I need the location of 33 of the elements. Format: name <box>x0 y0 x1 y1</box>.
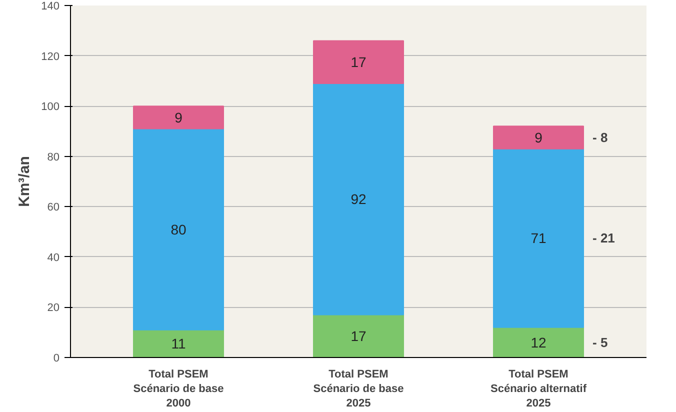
bar <box>313 82 404 316</box>
y-tick-label: 120 <box>41 50 60 63</box>
annotation: - 21 <box>592 230 615 246</box>
bar <box>493 326 584 358</box>
y-tick-label: 80 <box>47 151 60 164</box>
bar <box>313 314 404 358</box>
y-tick-label: 0 <box>53 352 60 364</box>
bar <box>313 40 404 84</box>
y-tick-label: 40 <box>47 252 60 264</box>
data-label: 71 <box>530 230 546 246</box>
y-tick-label: 100 <box>41 101 60 114</box>
y-tick-label: 60 <box>47 202 60 214</box>
bar <box>133 128 224 330</box>
annotation: - 8 <box>592 130 608 145</box>
data-label: 92 <box>350 191 366 208</box>
data-label: 80 <box>170 221 186 238</box>
x-tick-label: Total PSEM Scénario alternatif 2025 <box>490 368 587 410</box>
data-label: 9 <box>174 109 183 126</box>
bar <box>133 106 224 130</box>
y-axis-title: Km³/an <box>16 156 34 207</box>
y-tick-label: 20 <box>47 302 60 314</box>
data-label: 9 <box>534 130 543 146</box>
data-label: 11 <box>171 336 186 352</box>
x-tick-label: Total PSEM Scénario de base 2000 <box>133 368 224 410</box>
data-label: 17 <box>350 328 366 344</box>
x-tick-label: Total PSEM Scénario de base 2025 <box>313 368 404 410</box>
data-label: 17 <box>350 54 366 70</box>
y-tick-label: 140 <box>41 0 60 12</box>
annotation: - 5 <box>592 334 608 350</box>
bar <box>493 148 584 328</box>
data-label: 12 <box>530 334 546 350</box>
bar <box>133 329 224 358</box>
bar <box>493 126 584 150</box>
